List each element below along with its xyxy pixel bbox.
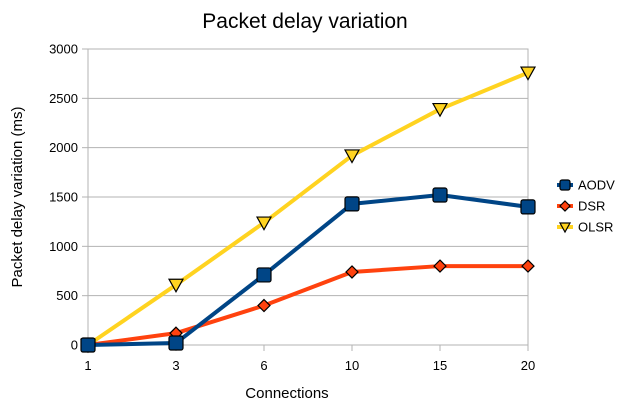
y-tick-label: 3000	[49, 42, 78, 57]
x-axis-ticks: 1 3 6 10 15 20	[84, 345, 535, 373]
series	[79, 66, 537, 354]
x-tick-label: 20	[521, 358, 535, 373]
legend-marker-dsr	[559, 200, 571, 212]
legend-marker-aodv	[559, 179, 571, 191]
series-line-dsr	[86, 264, 530, 347]
data-point-dsr-20	[521, 259, 535, 273]
data-point-aodv-15	[432, 187, 448, 203]
x-tick-label: 3	[172, 358, 179, 373]
data-point-olsr-10	[343, 149, 361, 164]
y-tick-label: 500	[56, 288, 78, 303]
series-line-olsr	[86, 70, 530, 347]
data-point-olsr-6	[255, 216, 273, 231]
legend-marker-olsr	[558, 222, 572, 234]
data-point-dsr-6	[257, 298, 271, 313]
y-axis-ticks: 0 500 1000 1500 2000 2500 3000	[49, 42, 88, 353]
x-axis-title: Connections	[245, 385, 328, 402]
x-tick-label: 10	[345, 358, 359, 373]
data-point-aodv-6	[256, 267, 272, 283]
data-point-aodv-1	[80, 337, 96, 353]
legend-label-aodv: AODV	[578, 178, 615, 193]
data-point-dsr-10	[345, 265, 359, 279]
data-point-olsr-20	[519, 66, 537, 81]
y-tick-label: 1000	[49, 239, 78, 254]
x-tick-label: 1	[84, 358, 91, 373]
y-tick-label: 2500	[49, 91, 78, 106]
legend: AODV DSR OLSR	[557, 178, 615, 235]
data-point-olsr-15	[431, 102, 449, 118]
data-point-aodv-20	[520, 199, 536, 215]
legend-label-dsr: DSR	[578, 199, 605, 214]
x-tick-label: 15	[433, 358, 447, 373]
data-point-aodv-10	[344, 196, 360, 212]
data-point-aodv-3	[168, 335, 184, 351]
y-tick-label: 1500	[49, 190, 78, 205]
legend-label-olsr: OLSR	[578, 220, 613, 235]
series-line-aodv	[86, 193, 530, 347]
y-tick-label: 0	[71, 338, 78, 353]
y-tick-label: 2000	[49, 140, 78, 155]
y-axis-title: Packet delay variation (ms)	[9, 107, 26, 288]
data-point-dsr-15	[433, 259, 447, 273]
x-tick-label: 6	[260, 358, 267, 373]
data-point-olsr-3	[167, 278, 185, 294]
chart-title: Packet delay variation	[202, 10, 407, 33]
